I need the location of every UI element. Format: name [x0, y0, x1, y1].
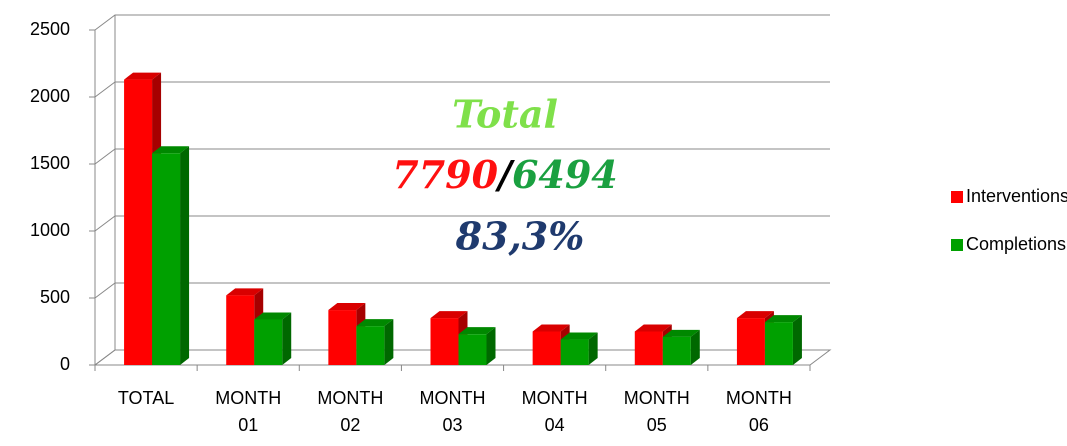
bar-top — [662, 329, 700, 337]
bar — [458, 327, 496, 365]
y-tick-label: 1500 — [30, 153, 70, 173]
legend-swatch — [951, 191, 963, 203]
x-tick-label: MONTH 02 — [317, 388, 384, 435]
bar-top — [226, 288, 264, 296]
bar-side — [792, 315, 802, 365]
bar-top — [458, 327, 496, 335]
bar-front — [124, 79, 153, 365]
x-tick-label: MONTH 01 — [215, 388, 282, 435]
bar-top — [634, 324, 672, 332]
grid-line — [94, 148, 830, 165]
annotation-interventions: 7790 — [392, 152, 498, 197]
annotation-completions: 6494 — [512, 152, 618, 197]
bar-top — [430, 311, 468, 319]
bar-front — [356, 326, 385, 365]
y-tick-label: 2500 — [30, 19, 70, 39]
x-tick-label: MONTH 04 — [521, 388, 588, 435]
bar-front — [152, 153, 181, 365]
bar-front — [458, 334, 487, 365]
bar-top — [356, 319, 394, 327]
bar-side — [588, 332, 598, 365]
bar-front — [634, 331, 663, 365]
bar — [254, 312, 292, 365]
bar-top — [736, 311, 774, 319]
bar — [736, 311, 774, 365]
legend-swatch — [951, 239, 963, 251]
bar-top — [254, 312, 292, 320]
bar-side — [486, 327, 496, 365]
y-tick-label: 500 — [40, 287, 70, 307]
bar — [152, 146, 190, 365]
bar-side — [384, 319, 394, 365]
y-tick-label: 0 — [60, 354, 70, 374]
bar-front — [226, 295, 255, 365]
bar-front — [430, 318, 459, 365]
y-tick-label: 1000 — [30, 220, 70, 240]
bar-front — [662, 336, 691, 365]
bar-top — [328, 303, 366, 311]
y-tick-label: 2000 — [30, 86, 70, 106]
bar-front — [560, 339, 589, 365]
bar-front — [736, 318, 765, 365]
annotation-totals: 7790/6494 — [392, 152, 617, 197]
bar — [764, 315, 802, 365]
bar-top — [764, 315, 802, 323]
bar-side — [690, 329, 700, 365]
annotation-label: Total — [452, 92, 558, 137]
grid-line — [94, 14, 830, 31]
bar-top — [124, 72, 162, 80]
grid-line — [94, 282, 830, 299]
bar — [124, 72, 162, 365]
x-tick-label: MONTH 05 — [623, 388, 690, 435]
bar-top — [560, 332, 598, 340]
bar — [560, 332, 598, 365]
bar-top — [152, 146, 190, 154]
legend-label: Interventions — [966, 186, 1067, 206]
bar-top — [532, 324, 570, 332]
grid-line — [94, 81, 830, 98]
bar-front — [532, 331, 561, 365]
bar-front — [328, 310, 357, 365]
bar-front — [764, 322, 793, 365]
bar-side — [282, 312, 292, 365]
bar — [662, 329, 700, 365]
x-tick-label: MONTH 03 — [419, 388, 486, 435]
bar-front — [254, 319, 283, 365]
legend-label: Completions — [966, 234, 1066, 254]
x-tick-label: MONTH 06 — [725, 388, 792, 435]
annotation-ratio: 83,3% — [455, 214, 585, 259]
x-tick-label: TOTAL — [117, 388, 175, 408]
annotation-separator: / — [494, 152, 515, 197]
bar — [356, 319, 394, 365]
bar-side — [180, 146, 190, 365]
grid-line — [94, 215, 830, 232]
